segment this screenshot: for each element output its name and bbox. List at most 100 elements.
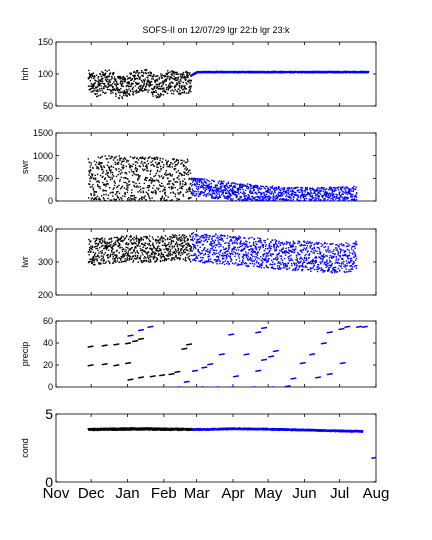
data-point	[177, 162, 179, 165]
data-point	[158, 85, 160, 88]
data-point	[185, 191, 187, 193]
data-point	[335, 202, 336, 203]
data-point	[189, 197, 191, 200]
data-point	[141, 252, 143, 254]
data-point	[172, 236, 175, 238]
data-point	[304, 204, 305, 205]
data-point	[189, 190, 191, 193]
data-point	[229, 199, 232, 201]
data-point	[212, 197, 214, 199]
data-point	[256, 195, 259, 198]
data-point	[214, 246, 217, 249]
data-point	[195, 242, 198, 244]
data-point	[183, 160, 185, 162]
data-point	[180, 249, 182, 251]
data-point	[231, 236, 233, 239]
data-point	[287, 195, 289, 198]
data-point	[89, 186, 92, 188]
data-point	[97, 77, 99, 79]
data-point	[193, 258, 195, 261]
data-point	[289, 202, 290, 203]
data-point	[167, 196, 169, 198]
y-tick-label: 1000	[33, 151, 53, 161]
data-point	[141, 87, 144, 89]
data-point	[167, 255, 169, 257]
data-point	[92, 255, 95, 258]
data-point	[107, 171, 109, 174]
data-point	[205, 182, 207, 184]
data-point	[179, 93, 182, 96]
data-point	[239, 196, 241, 198]
data-point	[336, 187, 338, 189]
data-point	[223, 248, 225, 251]
data-point	[97, 75, 100, 78]
data-point	[144, 236, 147, 238]
data-point	[182, 165, 185, 168]
data-point	[150, 91, 153, 93]
data-point	[104, 189, 106, 192]
data-point	[184, 256, 187, 259]
data-point	[220, 243, 222, 246]
data-point	[107, 246, 109, 248]
data-point	[102, 255, 104, 257]
data-point	[305, 197, 308, 200]
data-point	[113, 76, 116, 78]
data-point	[174, 167, 177, 170]
data-point	[129, 200, 132, 201]
data-point	[169, 86, 172, 89]
data-point	[148, 238, 150, 240]
data-point	[200, 236, 202, 238]
data-point	[114, 258, 116, 261]
data-point	[202, 243, 205, 246]
data-point	[164, 244, 167, 246]
data-point	[157, 94, 160, 96]
y-tick-label: 400	[38, 224, 53, 234]
data-point	[99, 94, 102, 96]
data-point	[132, 163, 134, 165]
data-point	[130, 85, 132, 88]
data-point	[101, 89, 103, 91]
data-point	[353, 198, 356, 200]
data-point	[217, 197, 219, 200]
data-point	[116, 260, 118, 262]
data-point	[139, 198, 141, 200]
data-point	[183, 174, 185, 177]
data-point	[127, 81, 129, 83]
data-point	[131, 243, 134, 246]
data-point	[306, 187, 309, 189]
data-point	[268, 192, 271, 194]
data-point	[149, 240, 152, 243]
data-point	[215, 259, 218, 262]
data-point	[180, 187, 183, 190]
data-point	[277, 194, 280, 196]
data-point	[182, 250, 185, 252]
data-point	[152, 247, 155, 249]
data-point	[345, 198, 347, 200]
data-point	[148, 84, 150, 86]
data-point	[88, 261, 90, 263]
data-point	[117, 196, 120, 199]
data-point	[228, 195, 230, 198]
data-point	[306, 204, 307, 205]
data-point	[168, 258, 170, 260]
data-point	[184, 251, 186, 254]
data-point	[109, 72, 112, 74]
data-point	[171, 182, 174, 185]
data-point	[170, 186, 173, 188]
data-point	[102, 262, 105, 264]
data-point	[303, 202, 304, 203]
data-point	[210, 185, 213, 188]
data-point	[171, 247, 173, 249]
data-point	[147, 256, 149, 259]
data-point	[95, 198, 98, 201]
data-point	[116, 159, 119, 161]
data-point	[259, 200, 262, 201]
data-point	[126, 78, 129, 80]
data-point	[89, 241, 92, 243]
data-point	[220, 194, 223, 196]
data-point	[127, 82, 129, 85]
data-point	[117, 163, 120, 165]
data-point	[227, 192, 230, 194]
data-point	[128, 181, 130, 183]
